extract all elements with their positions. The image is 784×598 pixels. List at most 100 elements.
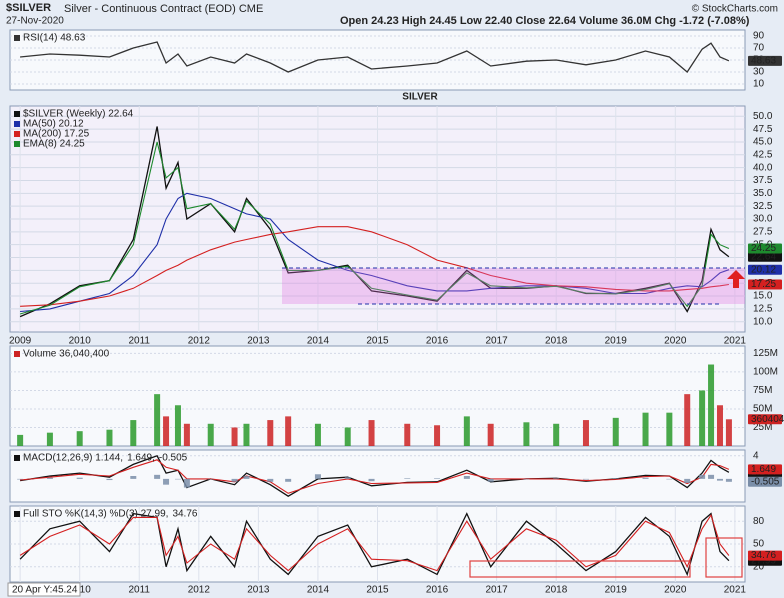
legend-label: $SILVER (Weekly) 22.64: [23, 109, 134, 120]
volume-bar: [183, 423, 190, 446]
histogram-bar: [404, 478, 411, 479]
histogram-bar: [368, 478, 375, 482]
histogram-bar: [17, 478, 24, 480]
histogram-bar: [344, 477, 351, 479]
histogram-bar: [642, 477, 649, 479]
y-tick-label: 50: [753, 539, 765, 550]
histogram-bar: [708, 474, 715, 479]
x-tick-label: 2017: [485, 336, 508, 347]
histogram-bar: [582, 478, 589, 480]
x-tick-label: 2021: [724, 585, 747, 596]
histogram-bar: [130, 476, 137, 479]
volume-bar: [487, 423, 494, 446]
y-tick-label: 10.0: [753, 316, 773, 327]
volume-bar: [174, 405, 181, 446]
cursor-label: 20 Apr Y:45.24: [12, 585, 78, 596]
legend-label: EMA(8) 24.25: [23, 139, 85, 150]
y-tick-label: 12.5: [753, 304, 773, 315]
histogram-bar: [716, 478, 723, 481]
histogram-bar: [666, 478, 673, 480]
volume-bar: [285, 416, 292, 446]
histogram-bar: [612, 478, 619, 479]
volume-bar: [231, 427, 238, 446]
x-tick-label: 2014: [307, 336, 330, 347]
histogram-bar: [487, 478, 494, 482]
legend-swatch: [14, 141, 20, 147]
y-tick-label: 40.0: [753, 162, 773, 173]
x-tick-label: 2012: [188, 585, 211, 596]
x-tick-label: 2011: [128, 336, 150, 347]
volume-bar: [154, 394, 161, 446]
legend-label: RSI(14) 48.63: [23, 33, 86, 44]
histogram-bar: [434, 478, 441, 479]
y-tick-label: 10: [753, 79, 765, 90]
volume-bar: [434, 425, 441, 446]
histogram-bar: [523, 478, 530, 480]
value-badge: [748, 251, 782, 262]
series-line: [19, 513, 730, 572]
x-tick-label: 2009: [9, 336, 32, 347]
volume-bar: [76, 431, 83, 446]
value-badge-label: 20.12: [751, 264, 776, 275]
x-tick-label: 2013: [247, 585, 270, 596]
volume-bar: [267, 420, 274, 446]
x-tick-label: 2013: [247, 336, 270, 347]
histogram-bar: [684, 478, 691, 483]
x-tick-label: 2016: [426, 336, 449, 347]
x-tick-label: 2018: [545, 585, 568, 596]
value-badge: [748, 464, 782, 475]
value-badge-label: 27.99: [751, 555, 776, 566]
y-tick-label: 30: [753, 67, 765, 78]
range-zone: [282, 268, 745, 304]
x-tick-label: 2019: [605, 585, 628, 596]
legend-label: MA(50) 20.12: [23, 119, 84, 130]
date: 27-Nov-2020: [6, 16, 64, 27]
series-line: [19, 126, 730, 318]
series-line: [20, 226, 729, 307]
volume-bar: [666, 412, 673, 446]
y-tick-label: 125M: [753, 348, 778, 359]
y-tick-label: 100M: [753, 367, 778, 378]
quote: Open 24.23 High 24.45 Low 22.40 Close 22…: [340, 15, 750, 27]
value-badge: [748, 550, 782, 561]
value-badge: [748, 55, 782, 66]
volume-bar: [708, 364, 715, 446]
annotation: SILVER: [402, 92, 438, 103]
y-tick-label: 37.5: [753, 175, 773, 186]
legend-swatch: [14, 351, 20, 357]
volume-bar: [716, 405, 723, 446]
volume-bar: [368, 420, 375, 446]
x-tick-label: 2015: [366, 336, 389, 347]
histogram-bar: [183, 478, 190, 488]
volume-bar: [463, 416, 470, 446]
value-badge: [748, 476, 782, 487]
legend-swatch: [14, 455, 20, 461]
legend-label: 1.649,: [127, 453, 155, 464]
y-tick-label: 50.0: [753, 111, 773, 122]
y-tick-label: 47.5: [753, 124, 773, 135]
x-tick-label: 2021: [724, 336, 747, 347]
histogram-bar: [163, 478, 170, 485]
y-tick-label: 90: [753, 31, 765, 42]
y-tick-label: 42.5: [753, 149, 773, 160]
description: Silver - Continuous Contract (EOD) CME: [64, 3, 263, 15]
value-badge-label: 24.25: [751, 243, 776, 254]
y-tick-label: 27.5: [753, 226, 773, 237]
volume-bar: [699, 390, 706, 446]
legend-label: MACD(12,26,9) 1.144,: [23, 453, 123, 464]
y-tick-label: 35.0: [753, 188, 773, 199]
y-tick-label: 70: [753, 43, 765, 54]
credit: © StockCharts.com: [692, 4, 778, 15]
volume-bar: [163, 416, 170, 446]
legend-swatch: [14, 131, 20, 137]
histogram-bar: [106, 478, 113, 481]
histogram-bar: [46, 477, 53, 479]
histogram-bar: [285, 478, 292, 482]
panel: [9, 345, 746, 447]
x-tick-label: 2020: [664, 585, 687, 596]
legend-swatch: [14, 111, 20, 117]
symbol: $SILVER: [6, 2, 51, 14]
histogram-bar: [699, 474, 706, 479]
value-badge-label: 34.76: [751, 550, 776, 561]
